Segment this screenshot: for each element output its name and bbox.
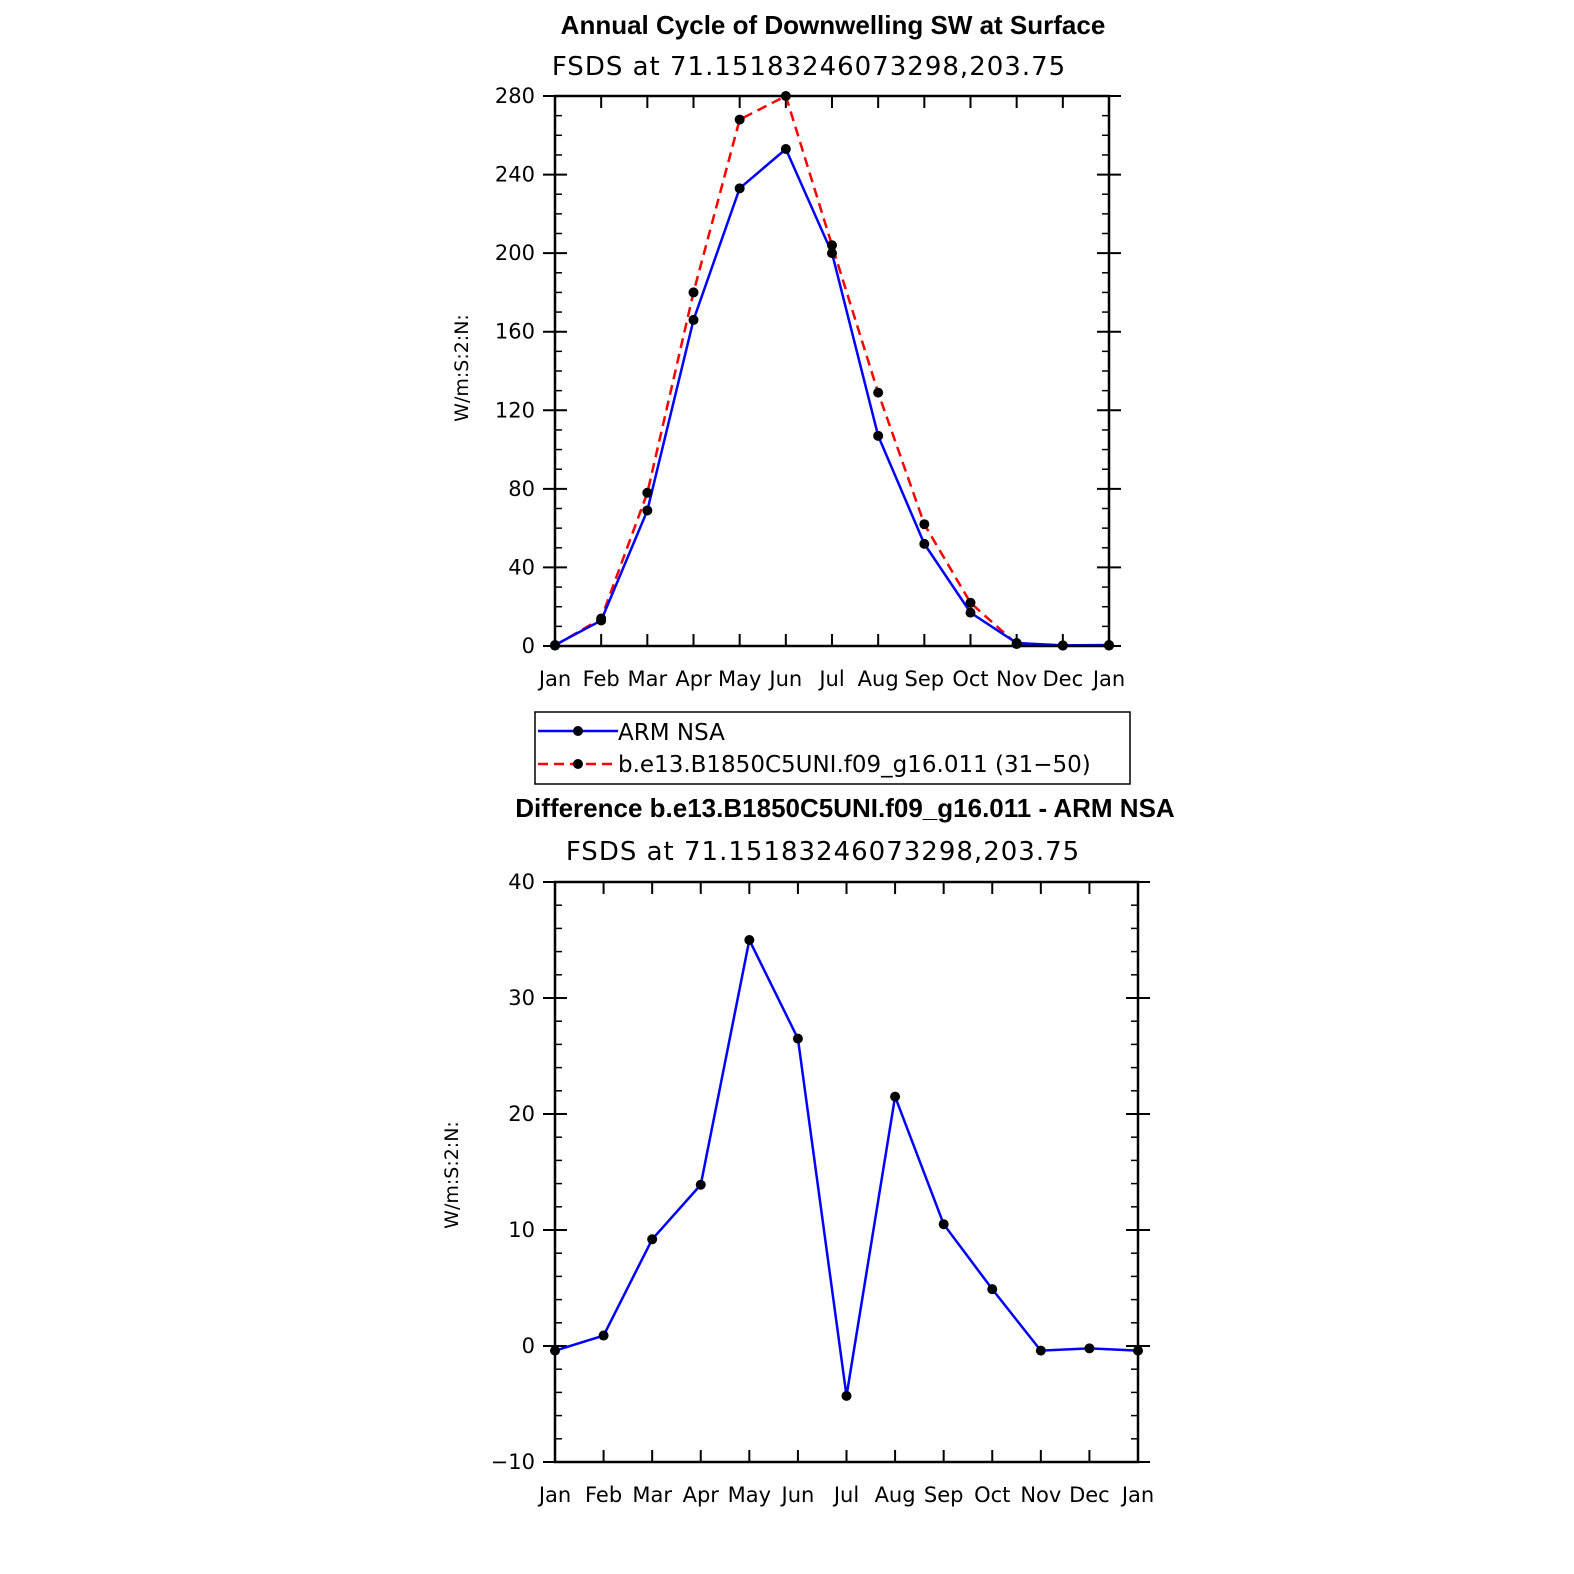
data-point [688,287,699,298]
plot-frame [553,94,1111,648]
x-tick-label: Dec [1069,1483,1110,1507]
data-point [827,248,837,259]
y-tick-label: 0 [522,634,535,658]
y-tick-label: 20 [508,1102,535,1126]
data-point [780,144,791,155]
plot-marks [550,935,1143,1401]
data-point [695,1179,706,1190]
x-tick-label: Oct [952,667,988,691]
plot-marks [550,91,1114,651]
data-point [596,613,607,624]
data-point [965,607,976,618]
x-tick-label: Feb [585,1483,622,1507]
x-tick-label: Mar [632,1483,672,1507]
data-point [890,1091,901,1102]
y-tick-label: 120 [495,398,535,422]
y-tick-label: 10 [508,1218,535,1242]
x-tick-label: Jun [767,667,802,691]
data-point [1035,1345,1046,1356]
series-line-1 [554,94,1109,647]
x-tick-label: Feb [583,667,620,691]
data-point [642,487,653,498]
data-point [827,240,837,251]
data-point [873,387,884,398]
series-line-0 [554,146,1110,647]
legend-marker-arm-nsa [573,726,583,736]
plot-frame [553,880,1140,1464]
data-point [965,597,976,608]
series-line-0 [554,936,1139,1397]
x-tick-label: Nov [1020,1483,1061,1507]
y-tick-label: 160 [495,320,535,344]
y-tick-label: 30 [508,986,535,1010]
data-point [792,1033,803,1044]
data-point [642,505,653,516]
data-point [1011,639,1022,650]
data-point [938,1219,949,1230]
x-tick-label: May [728,1483,771,1507]
data-point [919,519,930,530]
x-tick-label: Jun [780,1483,815,1507]
data-point [987,1284,998,1295]
y-tick-label: 40 [508,555,535,579]
x-tick-label: Jan [1091,667,1125,691]
legend-box [534,711,1131,785]
y-tick-label: −10 [491,1450,535,1474]
data-point [598,1330,609,1341]
chart-title: Difference b.e13.B1850C5UNI.f09_g16.011 … [515,793,1175,823]
legend-label-model: b.e13.B1850C5UNI.f09_g16.011 (31−50) [618,752,1091,778]
data-point [873,430,884,441]
data-point [1084,1343,1095,1354]
x-tick-label: Apr [683,1483,720,1507]
x-tick-label: Sep [905,667,945,691]
x-tick-label: Jul [832,1483,859,1507]
axis-ticks: Jan Feb Mar Apr May Jun Jul Aug Sep Oct Nov Dec Jan−… [491,870,1155,1507]
x-tick-label: Apr [675,667,712,691]
x-tick-label: May [718,667,761,691]
x-tick-label: Jan [1120,1483,1154,1507]
data-point [688,314,699,325]
data-point [647,1234,658,1245]
x-tick-label: Jul [817,667,844,691]
x-tick-label: Mar [628,667,668,691]
legend-label-arm-nsa: ARM NSA [618,720,725,746]
x-tick-label: Nov [996,667,1037,691]
y-tick-label: 280 [495,84,535,108]
chart-subtitle: FSDS at 71.15183246073298,203.75 [552,52,1066,82]
data-point [744,935,755,945]
legend: ARM NSA b.e13.B1850C5UNI.f09_g16.011 (31… [534,711,1131,785]
data-point [734,114,745,125]
y-tick-label: 40 [508,870,535,894]
y-tick-label: 80 [508,477,535,501]
x-tick-label: Dec [1043,667,1084,691]
y-tick-label: 200 [495,241,535,265]
y-tick-label: 240 [495,163,535,187]
x-tick-label: Jan [537,1483,571,1507]
x-tick-label: Aug [875,1483,916,1507]
x-tick-label: Jan [537,667,571,691]
x-tick-label: Aug [858,667,899,691]
data-point [919,538,930,549]
chart-title: Annual Cycle of Downwelling SW at Surfac… [561,10,1106,40]
x-tick-label: Oct [974,1483,1010,1507]
y-tick-label: 0 [522,1334,535,1358]
data-point [841,1390,852,1401]
y-axis-label: W/m:S:2:N: [451,314,473,422]
legend-marker-model [573,759,583,769]
chart-subtitle: FSDS at 71.15183246073298,203.75 [566,837,1080,867]
x-tick-label: Sep [924,1483,964,1507]
data-point [734,183,745,194]
y-axis-label: W/m:S:2:N: [441,1121,463,1229]
difference-chart: Difference b.e13.B1850C5UNI.f09_g16.011 … [441,793,1175,1507]
annual-cycle-chart: Annual Cycle of Downwelling SW at Surfac… [451,10,1125,691]
